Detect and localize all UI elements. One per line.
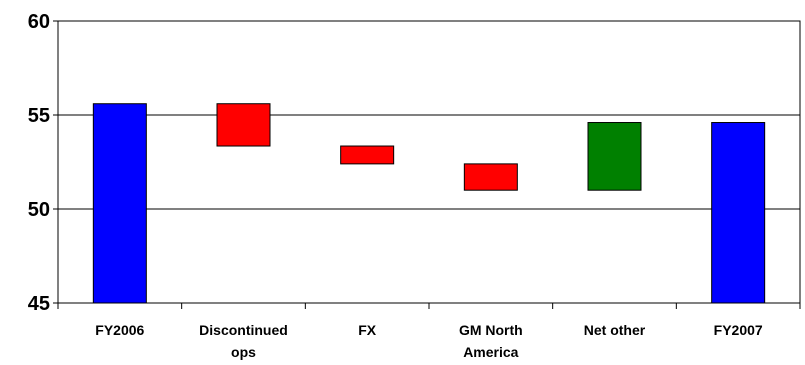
x-tick-label-line: America xyxy=(463,344,518,360)
x-tick-label-fy2007: FY2007 xyxy=(714,322,763,338)
x-tick-label-fy2006: FY2006 xyxy=(95,322,144,338)
x-tick-label-fx: FX xyxy=(358,322,377,338)
bar-fx xyxy=(340,145,395,165)
bar-fy2007 xyxy=(711,122,766,304)
y-tick-label-50: 50 xyxy=(28,199,50,221)
x-tick-label-discontinued-ops: Discontinued ops xyxy=(199,322,288,360)
axes xyxy=(53,20,801,309)
bar-fy2006 xyxy=(92,103,147,304)
bars xyxy=(92,103,766,304)
bar-discontinued-ops xyxy=(216,103,271,147)
bar-net-other xyxy=(587,122,642,191)
x-tick-label-line: FY2007 xyxy=(714,322,763,338)
x-tick-label-line: Net other xyxy=(584,322,646,338)
x-tick-label-line: GM North xyxy=(459,322,523,338)
x-tick-label-line: FX xyxy=(358,322,377,338)
y-tick-labels: 45 50 55 60 xyxy=(28,11,50,315)
x-tick-label-net-other: Net other xyxy=(584,322,646,338)
x-tick-label-line: ops xyxy=(231,344,256,360)
y-tick-label-60: 60 xyxy=(28,11,50,33)
gridlines xyxy=(58,20,800,210)
plot-frame xyxy=(57,20,801,304)
x-tick-label-gm-north-america: GM North America xyxy=(459,322,523,360)
y-tick-label-55: 55 xyxy=(28,105,50,127)
bar-gm-north-america xyxy=(463,163,518,191)
y-tick-label-45: 45 xyxy=(28,293,50,315)
x-tick-label-line: FY2006 xyxy=(95,322,144,338)
x-tick-label-line: Discontinued xyxy=(199,322,288,338)
x-tick-labels: FY2006 Discontinued ops FX GM North America Ne… xyxy=(95,322,763,360)
